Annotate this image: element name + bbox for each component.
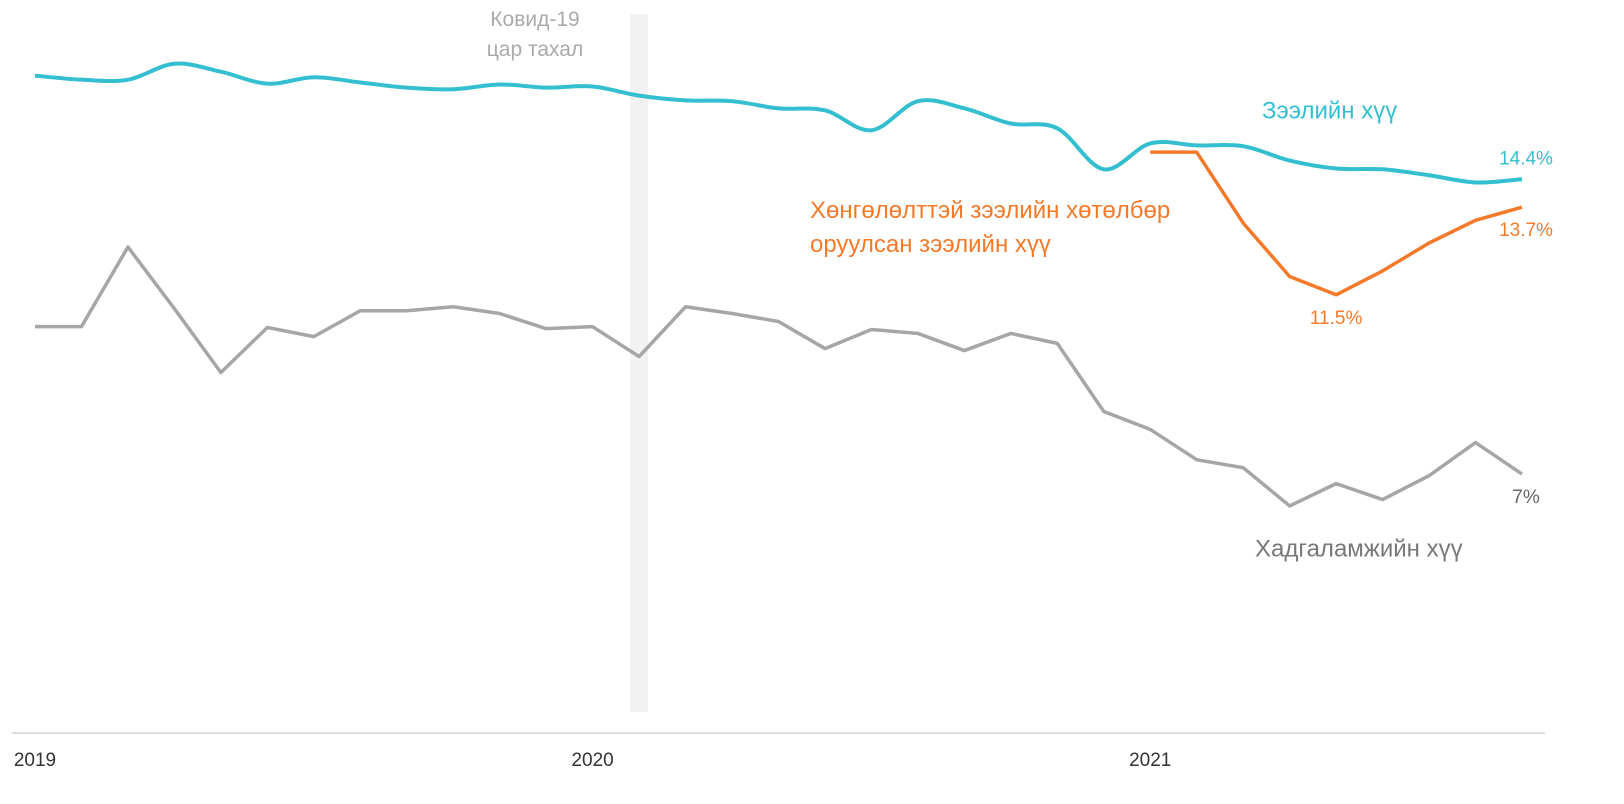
data-label: 13.7% xyxy=(1499,220,1553,241)
covid-band xyxy=(630,14,649,712)
data-label: 11.5% xyxy=(1310,308,1363,329)
series-label: Хадгаламжийн хүү xyxy=(1255,535,1463,562)
x-tick-label: 2020 xyxy=(571,750,613,771)
data-label: 7% xyxy=(1512,487,1540,508)
series-line xyxy=(34,61,1523,185)
series-line xyxy=(1150,150,1523,297)
x-tick-label: 2021 xyxy=(1129,750,1171,771)
series-line xyxy=(35,245,1523,508)
data-label: 14.4% xyxy=(1499,148,1553,169)
series-label: Хөнгөлөлттэй зээлийн хөтөлбөр оруулсан зэ… xyxy=(810,197,1170,258)
annotation: Ковид-19 цар тахал xyxy=(487,8,583,61)
series-label: Зээлийн хүү xyxy=(1262,97,1397,124)
x-tick-label: 2019 xyxy=(14,750,56,771)
